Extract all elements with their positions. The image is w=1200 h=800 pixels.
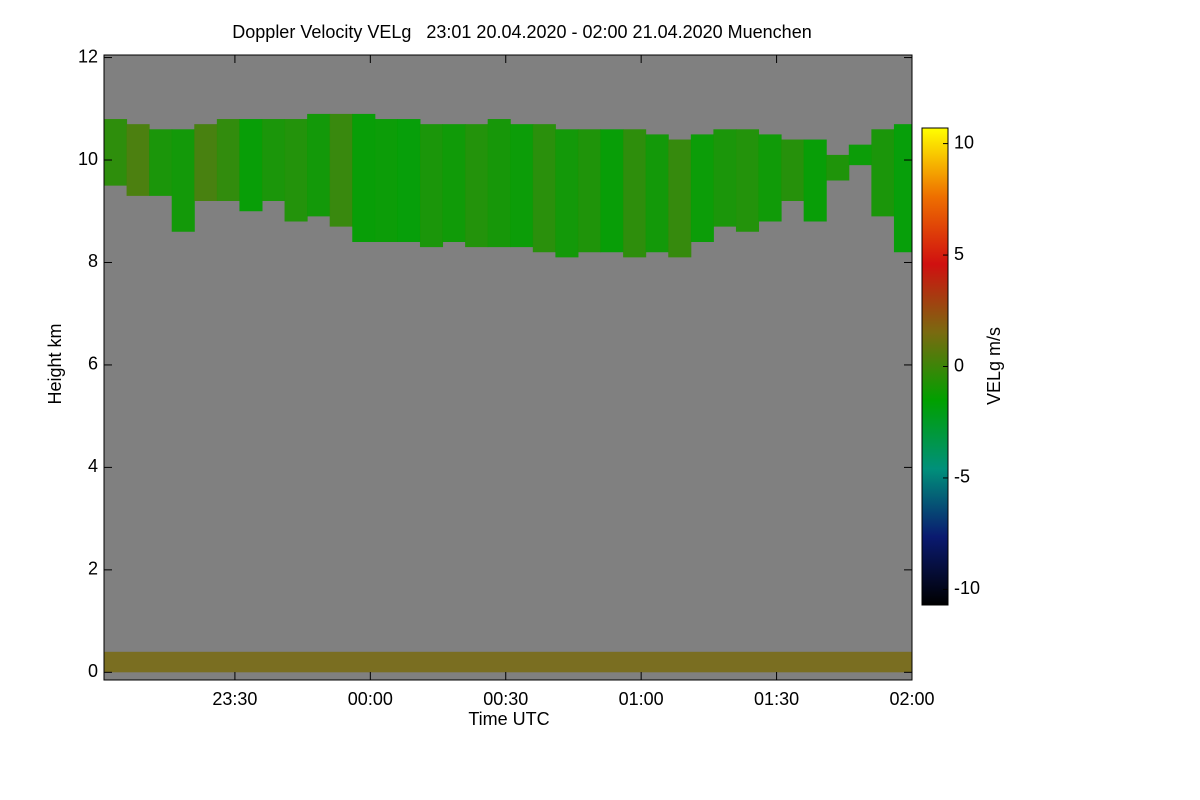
cloud-cell [194,124,218,202]
cloud-cell [284,119,308,222]
cloud-cell [668,139,692,258]
cloud-cell [781,139,805,202]
y-tick-label: 8 [88,251,98,271]
cloud-cell [555,129,579,258]
cloud-cell [600,129,624,253]
cloud-cell [307,113,331,217]
cloud-cell [239,119,263,212]
y-tick-label: 0 [88,661,98,681]
cloud-cell [690,134,714,242]
cloud-cell [577,129,602,253]
colorbar-tick-label: 5 [954,244,964,264]
colorbar-tick-label: 0 [954,355,964,375]
cloud-cell [261,119,286,202]
x-axis-label: Time UTC [468,709,549,729]
cloud-cell [171,129,195,232]
cloud-cell [532,124,556,253]
x-tick-label: 23:30 [212,689,257,709]
cloud-cell [329,113,353,227]
colorbar-tick-label: -10 [954,578,980,598]
cloud-cell [623,129,647,258]
cloud-cell [871,129,895,217]
cloud-cell [397,119,421,242]
cloud-cell [848,144,872,166]
cloud-cell [487,119,511,248]
chart-title: Doppler Velocity VELg 23:01 20.04.2020 -… [232,22,811,42]
cloud-cell [442,124,466,242]
cloud-cell [803,139,827,222]
cloud-cell [352,113,376,242]
y-tick-label: 4 [88,456,98,476]
x-tick-label: 02:00 [889,689,934,709]
colorbar-label: VELg m/s [984,327,1004,405]
plot-area [104,113,912,673]
colorbar-tick-label: -5 [954,467,970,487]
cloud-cell [510,124,534,248]
cloud-cell [465,124,489,248]
cloud-cell [645,134,669,253]
cloud-cell [758,134,782,222]
cloud-cell [126,124,150,196]
cloud-cell [735,129,760,232]
y-tick-label: 6 [88,354,98,374]
y-tick-label: 10 [78,149,98,169]
cloud-cell [419,124,444,248]
x-tick-label: 00:30 [483,689,528,709]
x-tick-label: 00:00 [348,689,393,709]
cloud-cell [216,119,240,202]
plot-frame [103,54,913,681]
y-tick-label: 12 [78,46,98,66]
surface-layer [104,651,912,673]
colorbar-tick-label: 10 [954,132,974,152]
cloud-cell [713,129,737,227]
y-tick-label: 2 [88,559,98,579]
y-axis-label: Height km [45,323,65,404]
cloud-cell [374,119,398,242]
x-tick-label: 01:30 [754,689,799,709]
cloud-cell [104,119,128,186]
cloud-cell [893,124,912,253]
cloud-cell [149,129,173,196]
x-tick-label: 01:00 [619,689,664,709]
cloud-cell [826,154,850,181]
